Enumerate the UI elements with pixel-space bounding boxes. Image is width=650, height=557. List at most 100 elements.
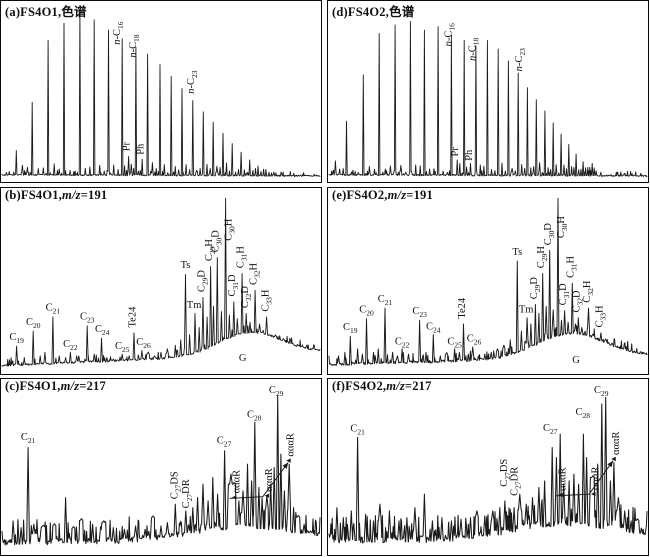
- peak-label-C29H: C29H: [204, 239, 217, 262]
- peak-label-C31H: C31H: [566, 255, 579, 278]
- peak-label-C26: C26: [136, 337, 151, 350]
- peak-label-C27: C27: [217, 435, 232, 448]
- peak-label-n-C16: n-C16: [112, 21, 125, 45]
- peak-label-C30H: C30H: [224, 218, 237, 241]
- trace-a: [1, 10, 321, 177]
- peak-label-C25: C25: [115, 341, 130, 354]
- peak-label-C31D: C31D: [227, 274, 240, 297]
- peak-label-C24: C24: [426, 321, 441, 334]
- panel-title-f-text: (f)FS4O2,: [332, 379, 387, 393]
- peak-label-αααR: αααR: [264, 468, 275, 492]
- panel-e: (e)FS4O2,m/z=191 C19 C20 C21 C22 C23 C24 C25 Te…: [327, 187, 649, 375]
- peak-label-C20: C20: [26, 317, 41, 330]
- panel-title-e-suffix: =191: [406, 188, 433, 202]
- peak-label-n-C23: n-C23: [186, 70, 199, 94]
- label-arrow-icon: [558, 492, 563, 498]
- peak-label-C32D: C32D: [572, 290, 585, 313]
- peak-label-αααR: αααR: [286, 433, 297, 457]
- trend-arrowhead-icon: [607, 460, 613, 468]
- peak-label-αααR: αααR: [558, 467, 569, 491]
- panel-title-f: (f)FS4O2,m/z=217: [332, 379, 432, 394]
- peak-label-C21: C21: [46, 303, 61, 316]
- peak-label-C22: C22: [63, 339, 78, 352]
- panel-title-d-suffix: 色谱: [389, 5, 415, 19]
- peak-label-Ts: Ts: [181, 260, 191, 271]
- peak-label-Tm: Tm: [187, 300, 202, 311]
- panel-title-c-suffix: =217: [79, 379, 106, 393]
- peak-label-C19: C19: [343, 322, 358, 335]
- panel-title-f-italic: m/z: [386, 379, 405, 393]
- peak-label-C30D: C30D: [543, 223, 556, 246]
- panel-title-e-text: (e)FS4O2,: [332, 188, 388, 202]
- trend-arrowhead-icon: [282, 462, 289, 469]
- peak-label-αααR: αααR: [611, 431, 622, 455]
- peak-label-C30H: C30H: [556, 216, 569, 239]
- label-arrow-icon: [264, 493, 270, 498]
- peak-label-n-C18: n-C18: [468, 38, 481, 62]
- peak-label-C21: C21: [350, 424, 365, 437]
- peak-label-Ph: Ph: [135, 143, 146, 155]
- sterane-trend-line: [229, 462, 289, 499]
- label-arrow-icon: [611, 456, 616, 462]
- peak-label-C21: C21: [21, 432, 36, 445]
- panel-title-b-text: (b)FS4O1,: [5, 188, 63, 202]
- peak-label-C22: C22: [395, 336, 410, 349]
- label-arrow-icon: [231, 495, 237, 500]
- panel-title-b-italic: m/z: [62, 188, 81, 202]
- panel-title-b-suffix: =191: [80, 188, 108, 202]
- panel-title-d: (d)FS4O2,色谱: [332, 1, 414, 20]
- panel-title-a-text: (a)FS4O1,: [5, 5, 62, 19]
- panel-title-b: (b)FS4O1,m/z=191: [5, 188, 107, 203]
- peak-label-C20: C20: [359, 305, 374, 318]
- panel-f: (f)FS4O2,m/z=217 C21 C27DS C27DR C27 C28 C29 α…: [327, 378, 649, 556]
- label-arrow-icon: [591, 491, 596, 497]
- peak-label-C23: C23: [80, 312, 95, 325]
- peak-label-C27DS: C27DS: [170, 471, 183, 499]
- peak-label-G: G: [572, 355, 580, 366]
- peak-label-Te24: Te24: [457, 297, 468, 319]
- label-arrow-icon: [286, 458, 291, 463]
- chromatogram-d: n-C16 n-C18 Pr Ph n-C23: [328, 21, 648, 177]
- peak-label-C27DR: C27DR: [181, 479, 194, 508]
- peak-label-C30D: C30D: [211, 230, 224, 253]
- peak-label-n-C23: n-C23: [514, 48, 527, 72]
- panel-title-c-text: (c)FS4O1,: [5, 379, 61, 393]
- trace-f: [328, 396, 648, 544]
- panel-title-d-text: (d)FS4O2,: [332, 5, 390, 19]
- panel-title-c: (c)FS4O1,m/z=217: [5, 379, 106, 394]
- sterane-trend-line: [555, 460, 614, 497]
- panel-title-f-suffix: =217: [404, 379, 432, 393]
- peak-label-C27DS: C27DS: [499, 459, 512, 487]
- peak-label-n-C16: n-C16: [443, 23, 456, 47]
- peak-label-C23: C23: [412, 306, 427, 319]
- panel-d: (d)FS4O2,色谱 n-C16 n-C18 Pr Ph n-C23: [327, 0, 649, 183]
- peak-label-C28: C28: [576, 407, 591, 420]
- peak-label-C29D: C29D: [529, 277, 542, 300]
- panel-b: (b)FS4O1,m/z=191 C19 C20 C21 C22 C23 C24 C25 Te…: [0, 187, 322, 375]
- panel-title-c-italic: m/z: [60, 379, 80, 393]
- peak-label-C28: C28: [247, 409, 262, 422]
- panel-title-a-suffix: 色谱: [61, 5, 87, 19]
- peak-label-G: G: [239, 353, 247, 364]
- peak-label-C29: C29: [594, 385, 609, 398]
- peak-label-C24: C24: [95, 324, 110, 337]
- peak-label-Te24: Te24: [127, 306, 138, 328]
- panel-title-e: (e)FS4O2,m/z=191: [332, 188, 433, 203]
- trace-d: [328, 21, 648, 177]
- peak-label-αααR: αααR: [231, 470, 242, 494]
- peak-label-C29D: C29D: [196, 270, 209, 293]
- peak-label-C29: C29: [269, 385, 284, 398]
- peak-label-C25: C25: [447, 336, 462, 349]
- peak-label-Ph: Ph: [464, 149, 475, 161]
- trace-b: [1, 197, 321, 367]
- peak-label-C31H: C31H: [236, 246, 249, 269]
- peak-label-C33H: C33H: [594, 305, 607, 328]
- peak-label-C32H: C32H: [582, 280, 595, 303]
- peak-label-C26: C26: [467, 334, 482, 347]
